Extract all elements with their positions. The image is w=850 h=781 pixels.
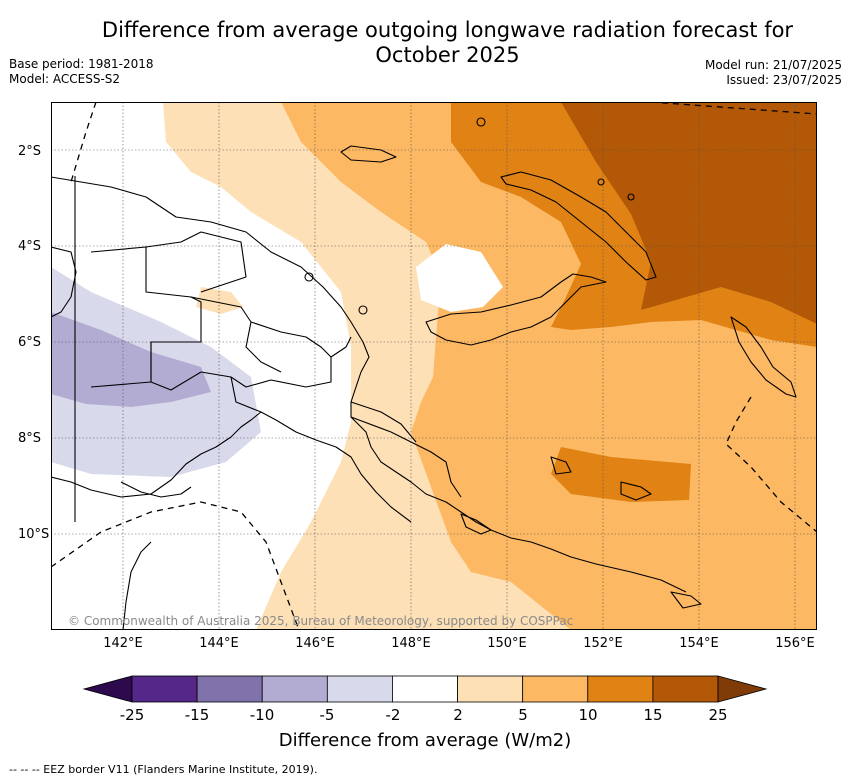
lon-label-142e: 142°E — [103, 636, 143, 651]
lon-label-154e: 154°E — [679, 636, 719, 651]
lat-label-4s: 4°S — [18, 239, 42, 254]
lon-label-152e: 152°E — [583, 636, 623, 651]
lon-label-144e: 144°E — [199, 636, 239, 651]
colorbar-segment — [261, 675, 328, 703]
model-run-label: Model run: 21/07/2025 — [704, 58, 842, 72]
map-border — [51, 102, 817, 630]
model-label: Model: ACCESS-S2 — [9, 72, 121, 86]
colorbar-label-25: 25 — [708, 706, 728, 724]
colorbar-label-neg5: -5 — [319, 706, 335, 724]
title-line-2: October 2025 — [375, 43, 520, 67]
band-15-25 — [561, 102, 817, 324]
colorbar-segment — [392, 675, 458, 703]
coastlines — [51, 117, 797, 630]
eez-footnote: -- -- -- EEZ border V11 (Flanders Marine… — [9, 763, 318, 776]
meta-left: Base period: 1981-2018 Model: ACCESS-S2 — [9, 57, 154, 87]
colorbar-label-neg15: -15 — [184, 706, 210, 724]
lon-label-156e: 156°E — [775, 636, 815, 651]
colorbar-segment — [522, 675, 589, 703]
colorbar-segment — [457, 675, 524, 703]
eez-borders — [51, 102, 817, 630]
colorbar-label-5: 5 — [518, 706, 528, 724]
colorbar-label-15: 15 — [643, 706, 663, 724]
colorbar-segment — [196, 675, 263, 703]
chart-title: Difference from average outgoing longwav… — [60, 18, 835, 68]
band-10-15-south — [551, 447, 691, 502]
colorbar-extend-high — [717, 675, 768, 703]
colorbar-label-2: 2 — [453, 706, 463, 724]
lon-label-150e: 150°E — [487, 636, 527, 651]
colorbar-title: Difference from average (W/m2) — [278, 730, 572, 751]
colorbar-label-neg10: -10 — [249, 706, 275, 724]
colorbar-extend-low — [82, 675, 133, 703]
colorbar-segment — [326, 675, 393, 703]
colorbar-label-10: 10 — [578, 706, 598, 724]
lat-label-10s: 10°S — [18, 527, 50, 542]
meta-right: Model run: 21/07/2025 Issued: 23/07/2025 — [705, 58, 842, 88]
neutral-pocket — [416, 244, 503, 312]
lon-label-146e: 146°E — [295, 636, 335, 651]
issued-label: Issued: 23/07/2025 — [726, 73, 842, 87]
lat-label-6s: 6°S — [18, 335, 42, 350]
colorbar-segment — [652, 675, 719, 703]
olr-anomaly-map — [51, 102, 817, 630]
colorbar-segment — [131, 675, 198, 703]
band-neg5-neg10 — [51, 312, 211, 407]
lon-label-148e: 148°E — [391, 636, 431, 651]
colorbar-label-neg25: -25 — [119, 706, 145, 724]
lat-label-8s: 8°S — [18, 431, 42, 446]
graticule — [51, 102, 817, 630]
colorbar — [82, 675, 768, 703]
colorbar-label-neg2: -2 — [385, 706, 401, 724]
colorbar-segment — [587, 675, 654, 703]
copyright-notice: © Commonwealth of Australia 2025, Bureau… — [68, 614, 574, 628]
base-period-label: Base period: 1981-2018 — [9, 57, 154, 71]
title-line-1: Difference from average outgoing longwav… — [101, 18, 794, 42]
lat-label-2s: 2°S — [18, 144, 42, 159]
band-2-5-patch — [196, 287, 243, 314]
